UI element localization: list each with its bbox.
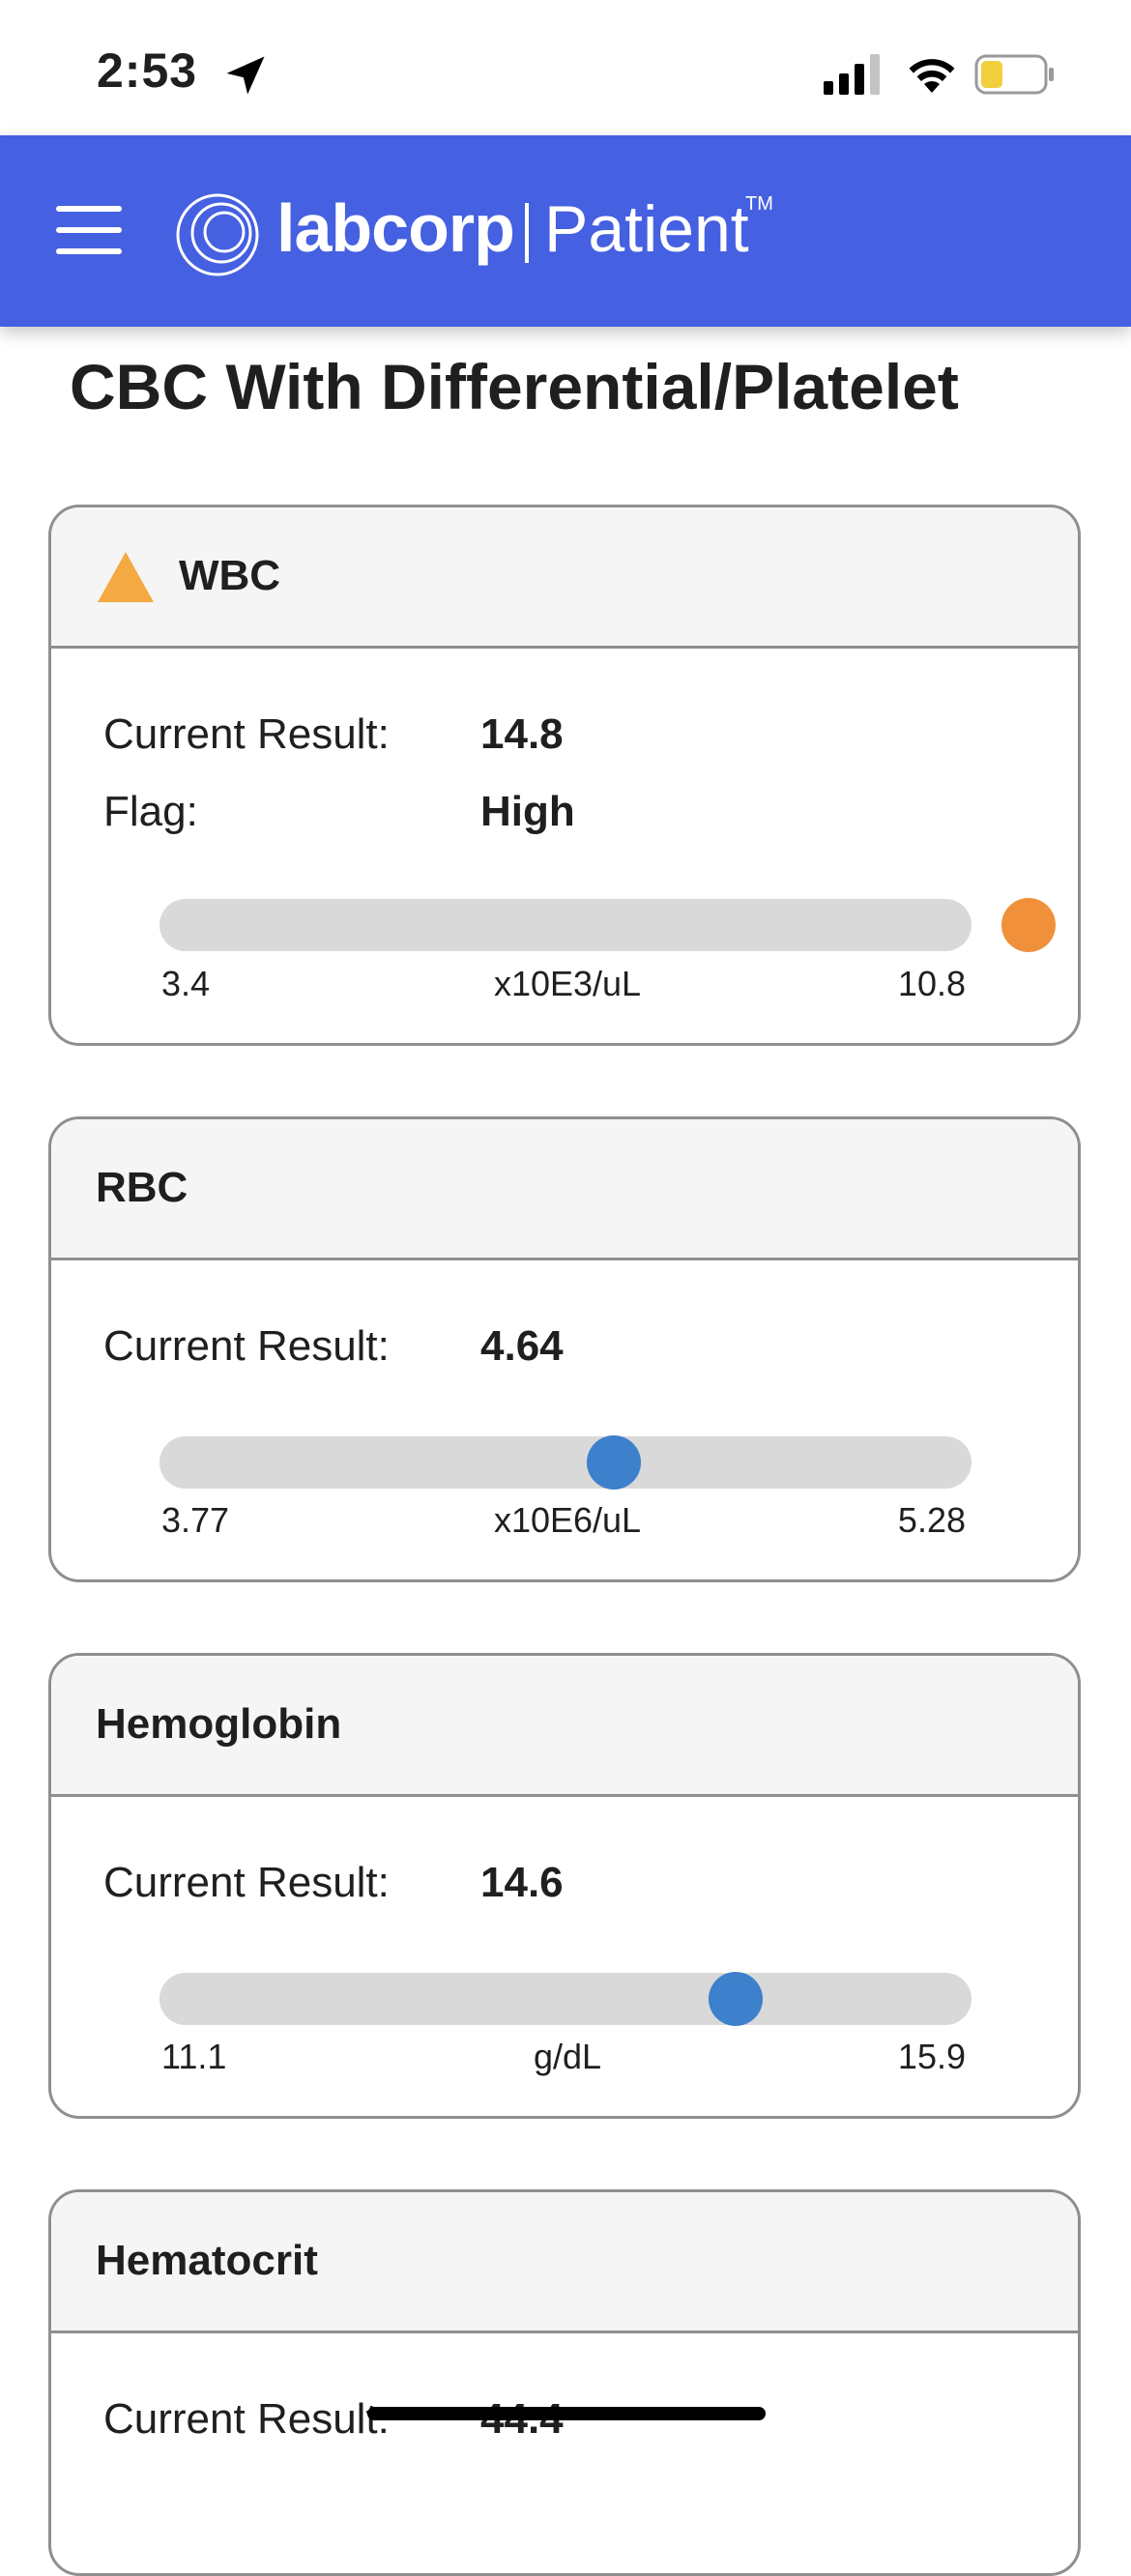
current-result-label: Current Result: xyxy=(103,710,390,758)
flag-label: Flag: xyxy=(103,788,198,835)
range-unit: x10E6/uL xyxy=(493,1500,642,1540)
app-header xyxy=(0,135,1131,327)
card-header: Hematocrit xyxy=(51,2192,1078,2333)
result-marker xyxy=(1000,898,1056,952)
range-track xyxy=(160,1436,972,1489)
cellular-signal-icon xyxy=(824,54,880,95)
range-unit: x10E3/uL xyxy=(493,964,642,1003)
home-indicator[interactable] xyxy=(367,2407,766,2420)
card-title: WBC xyxy=(179,552,281,599)
card-title: RBC xyxy=(96,1164,188,1211)
status-bar: 2:53 xyxy=(0,0,1131,135)
current-result-value: 14.8 xyxy=(480,710,564,758)
result-card-hemoglobin: Hemoglobin Current Result: 14.6 11.1 g/d… xyxy=(48,1653,1081,2119)
current-result-value: 14.6 xyxy=(480,1859,564,1906)
battery-icon xyxy=(974,54,1054,95)
flag-value: High xyxy=(480,788,575,835)
brand-divider xyxy=(525,203,529,263)
result-marker xyxy=(709,1972,764,2026)
warning-icon xyxy=(98,552,154,602)
location-arrow-icon xyxy=(226,56,265,95)
result-card-rbc: RBC Current Result: 4.64 3.77 x10E6/uL 5… xyxy=(48,1116,1081,1582)
current-result-value: 4.64 xyxy=(480,1322,564,1370)
range-track xyxy=(160,899,972,951)
result-marker xyxy=(587,1435,642,1490)
current-result-label: Current Result: xyxy=(103,1859,390,1906)
page-title: CBC With Differential/Platelet xyxy=(70,351,959,422)
result-card-hematocrit: Hematocrit Current Result: 44.4 xyxy=(48,2189,1081,2576)
brand-name: labcorp xyxy=(276,190,515,266)
wifi-icon xyxy=(909,59,955,93)
range-min: 3.4 xyxy=(161,964,211,1003)
card-header: WBC xyxy=(51,507,1078,649)
card-header: RBC xyxy=(51,1119,1078,1260)
result-card-wbc: WBC Current Result: 14.8 Flag: High 3.4 … xyxy=(48,505,1081,1046)
card-title: Hematocrit xyxy=(96,2237,318,2284)
range-min: 3.77 xyxy=(161,1500,230,1540)
current-result-label: Current Result: xyxy=(103,1322,390,1370)
brand-section: Patient xyxy=(544,192,749,266)
current-result-label: Current Result: xyxy=(103,2395,390,2443)
card-header: Hemoglobin xyxy=(51,1656,1078,1797)
range-unit: g/dL xyxy=(533,2037,602,2076)
range-max: 10.8 xyxy=(897,964,966,1003)
card-title: Hemoglobin xyxy=(96,1700,342,1748)
range-max: 15.9 xyxy=(897,2037,966,2076)
labcorp-logo-icon xyxy=(176,193,259,276)
range-max: 5.28 xyxy=(897,1500,966,1540)
status-time: 2:53 xyxy=(97,43,198,98)
hamburger-menu-icon[interactable] xyxy=(56,206,122,256)
range-min: 11.1 xyxy=(161,2037,227,2076)
trademark: TM xyxy=(745,193,773,215)
range-track xyxy=(160,1973,972,2025)
